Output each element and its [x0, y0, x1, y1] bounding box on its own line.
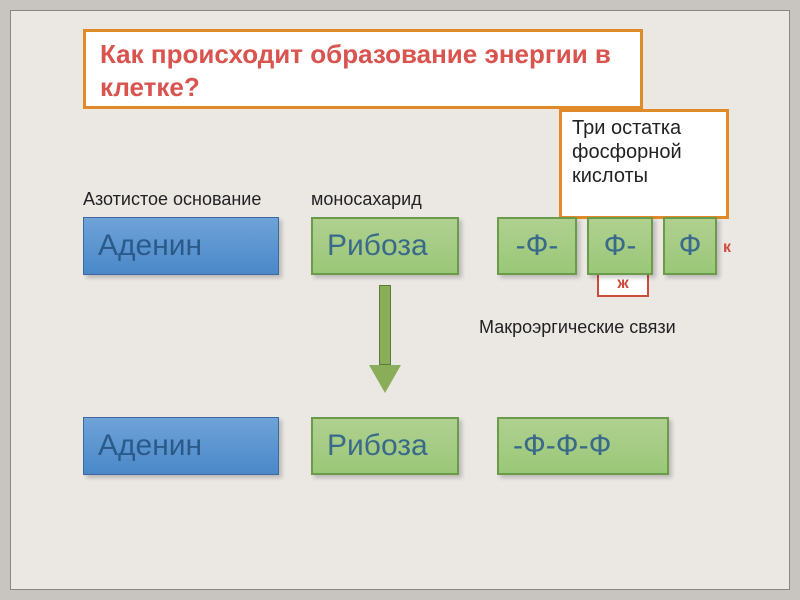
phosphate-label-1: -Ф- — [516, 229, 559, 263]
small-x-text: ж — [617, 275, 628, 293]
label-monosaccharide: моносахарид — [311, 189, 422, 210]
phosphate-label-all: -Ф-Ф-Ф — [513, 429, 611, 463]
ribose-box-top: Рибоза — [311, 217, 459, 275]
title-box: Как происходит образование энергии в кле… — [83, 29, 643, 109]
arrow-head — [369, 365, 401, 393]
label-macroergic-bonds: Макроэргические связи — [479, 317, 676, 338]
adenine-label-2: Аденин — [98, 429, 202, 463]
title-text: Как происходит образование энергии в кле… — [100, 38, 626, 103]
adenine-label: Аденин — [98, 229, 202, 263]
label-nitrogen-base: Азотистое основание — [83, 189, 261, 210]
phosphate-box-1: -Ф- — [497, 217, 577, 275]
red-k-marker: к — [723, 239, 731, 257]
phosphate-box-2: Ф- — [587, 217, 653, 275]
adenine-box-bottom: Аденин — [83, 417, 279, 475]
slide-frame: Как происходит образование энергии в кле… — [10, 10, 790, 590]
phosphate-info-text: Три остатка фосфорной кислоты — [572, 116, 716, 188]
phosphate-info-box: Три остатка фосфорной кислоты — [559, 109, 729, 219]
phosphate-label-2: Ф- — [604, 229, 637, 263]
ribose-label: Рибоза — [327, 229, 428, 263]
ribose-box-bottom: Рибоза — [311, 417, 459, 475]
phosphate-box-all: -Ф-Ф-Ф — [497, 417, 669, 475]
adenine-box-top: Аденин — [83, 217, 279, 275]
arrow-shaft — [379, 285, 391, 365]
phosphate-label-3: Ф — [679, 229, 702, 263]
down-arrow — [373, 285, 397, 395]
ribose-label-2: Рибоза — [327, 429, 428, 463]
phosphate-box-3: Ф — [663, 217, 717, 275]
